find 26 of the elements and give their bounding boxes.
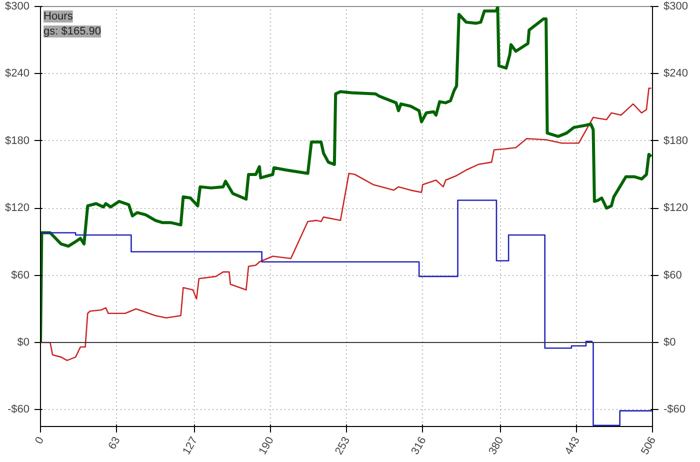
annotation: Hours	[44, 10, 74, 22]
x-tick-label: 127	[180, 435, 200, 457]
annotation: gs: $165.90	[44, 26, 101, 38]
y2-tick-label: $0	[664, 336, 676, 348]
y-tick-label: $0	[17, 336, 30, 348]
x-tick-label: 253	[333, 435, 353, 457]
y-tick-label: $300	[5, 0, 30, 12]
x-tick-label: 380	[486, 435, 506, 457]
y2-tick-label: $180	[664, 134, 688, 147]
line-series	[40, 6, 652, 344]
x-tick-label: 0	[33, 435, 47, 446]
x-tick-label: 443	[562, 435, 582, 457]
y-tick-label: $180	[5, 134, 30, 147]
y-tick-label: $60	[11, 269, 30, 282]
y2-tick-label: -$60	[664, 404, 686, 416]
y-tick-label: -$60	[7, 404, 30, 416]
y2-tick-label: $240	[664, 68, 688, 80]
x-tick-label: 316	[409, 435, 429, 457]
y2-tick-label: $120	[664, 202, 688, 214]
x-tick-label: 63	[106, 435, 123, 452]
y-tick-label: $120	[5, 202, 30, 214]
y2-tick-label: $300	[664, 0, 688, 12]
x-tick-label: 506	[639, 435, 659, 457]
y-tick-label: $240	[5, 68, 30, 80]
y2-tick-label: $60	[664, 269, 682, 282]
x-tick-label: 190	[256, 435, 276, 457]
